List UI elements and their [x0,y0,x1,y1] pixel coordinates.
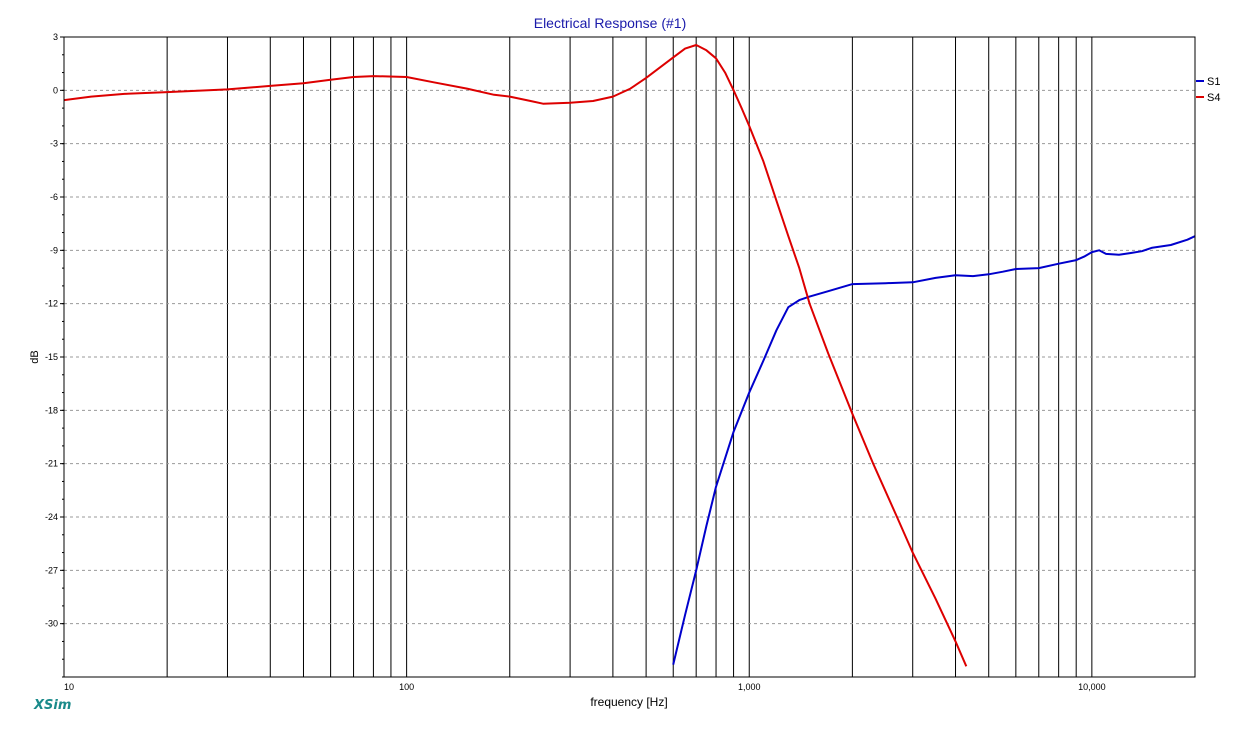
grid [63,37,1196,677]
y-tick-label: -27 [45,565,58,575]
chart-title: Electrical Response (#1) [534,15,687,31]
y-tick-label: 3 [53,32,58,42]
series-line-s4 [64,44,968,667]
y-tick-label: -24 [45,512,58,522]
y-tick-label: -18 [45,405,58,415]
axes: 3 0 -3 -6 -9 -12 -15 -18 -21 -24 -27 -30 10 100 1,000 1… [45,32,1106,692]
y-tick-label: -9 [50,245,58,255]
y-tick-label: -12 [45,299,58,309]
y-axis-label: dB [29,350,41,363]
x-tick-label: 10,000 [1078,682,1106,692]
x-axis-label: frequency [Hz] [590,695,667,709]
series-layer [64,44,1195,667]
y-tick-label: -15 [45,352,58,362]
y-tick-label: -3 [50,139,58,149]
legend-label-s4: S4 [1207,92,1220,104]
y-tick-label: 0 [53,85,58,95]
x-tick-label: 100 [399,682,414,692]
y-tick-label: -6 [50,192,58,202]
xsim-brand-label: XSim [34,698,72,713]
series-line-s1 [672,235,1195,665]
plot-area-border [63,36,1196,678]
y-tick-label: -21 [45,459,58,469]
legend-label-s1: S1 [1207,76,1220,88]
x-tick-label: 1,000 [738,682,761,692]
x-tick-label: 10 [64,682,74,692]
y-tick-label: -30 [45,619,58,629]
